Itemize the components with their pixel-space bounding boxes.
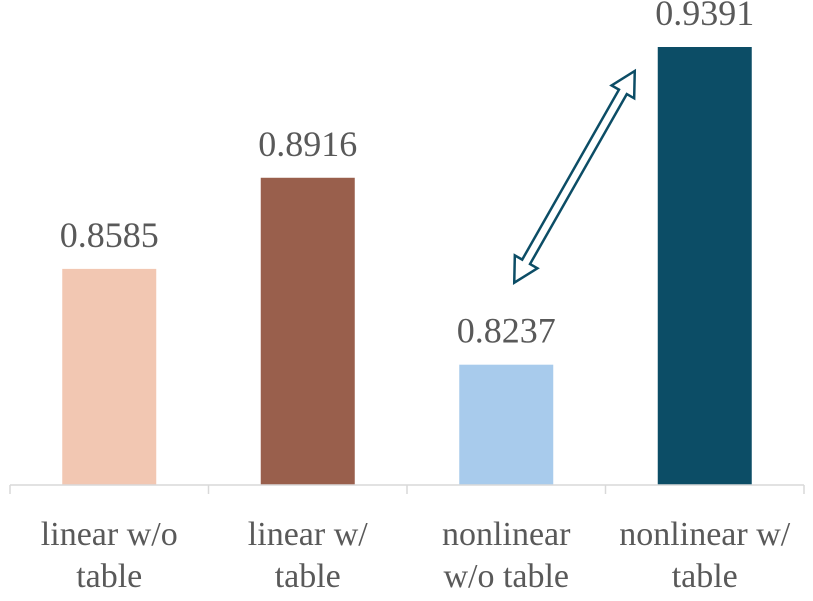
double-arrow-icon — [512, 68, 637, 285]
category-label-2: linear w/table — [248, 516, 368, 595]
x-axis — [9, 484, 805, 494]
bar-3 — [459, 364, 554, 485]
comparison-arrow — [512, 68, 637, 285]
category-label-3: nonlinear w/o table — [442, 516, 571, 595]
category-labels: linear w/o table linear w/table nonlinear w/… — [41, 516, 791, 595]
value-label-4: 0.9391 — [655, 0, 754, 33]
category-label-4: nonlinear w/table — [619, 516, 790, 595]
bar-4 — [657, 47, 752, 485]
bar-2 — [260, 177, 355, 485]
value-labels: 0.8585 0.8916 0.8237 0.9391 — [60, 0, 755, 351]
value-label-3: 0.8237 — [457, 311, 556, 351]
value-label-2: 0.8916 — [258, 124, 357, 164]
bar-1 — [62, 268, 157, 485]
category-label-1: linear w/o table — [41, 516, 178, 595]
bars-layer — [62, 47, 752, 485]
value-label-1: 0.8585 — [60, 215, 159, 255]
